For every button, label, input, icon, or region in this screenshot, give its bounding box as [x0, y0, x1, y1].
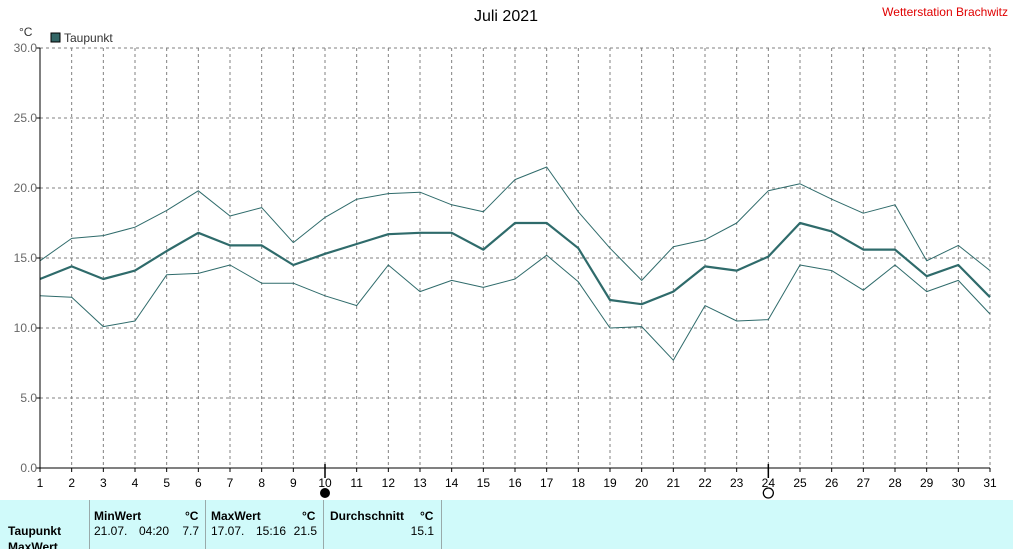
- full-moon-icon: [762, 487, 774, 499]
- stats-divider: [323, 500, 324, 549]
- x-tick-label: 24: [762, 476, 776, 490]
- x-tick-label: 20: [635, 476, 649, 490]
- x-tick-label: 25: [793, 476, 807, 490]
- x-tick-label: 21: [667, 476, 681, 490]
- new-moon-icon: [320, 488, 330, 498]
- max-time: 15:16: [256, 524, 287, 538]
- stats-divider: [205, 500, 206, 549]
- y-tick-label: 25.0: [14, 111, 38, 125]
- stats-row-label-2: MaxWert: [8, 540, 58, 549]
- grid: [40, 47, 991, 468]
- x-tick-label: 11: [350, 476, 363, 490]
- y-tick-label: 0.0: [20, 461, 37, 475]
- station-name: Wetterstation Brachwitz: [882, 5, 1008, 19]
- x-tick-label: 9: [290, 476, 297, 490]
- max-value: 21.5: [293, 524, 317, 538]
- x-tick-label: 19: [603, 476, 617, 490]
- y-tick-label: 20.0: [14, 181, 38, 195]
- avg-unit: °C: [420, 509, 434, 523]
- x-tick-label: 6: [195, 476, 202, 490]
- x-tick-label: 12: [382, 476, 396, 490]
- series-line-min: [39, 254, 991, 361]
- x-tick-label: 23: [730, 476, 744, 490]
- x-tick-label: 22: [698, 476, 712, 490]
- avg-header: Durchschnitt: [330, 509, 405, 523]
- x-tick-label: 15: [477, 476, 491, 490]
- x-tick-label: 10: [318, 476, 332, 490]
- x-tick-label: 5: [163, 476, 170, 490]
- min-date: 21.07.: [94, 524, 128, 538]
- stats-row-label: Taupunkt: [8, 524, 62, 538]
- x-tick-label: 18: [572, 476, 586, 490]
- x-tick-label: 14: [445, 476, 459, 490]
- min-time: 04:20: [139, 524, 170, 538]
- x-ticks: 1 2 3 4 5 6 7 8 9 10 11 12 13 14 15 16 17 18 19 20 21 22 23 24 2…: [37, 468, 997, 490]
- min-unit: °C: [185, 509, 199, 523]
- y-tick-label: 15.0: [14, 251, 38, 265]
- series-line-mean: [39, 221, 991, 306]
- max-date: 17.07.: [211, 524, 245, 538]
- x-tick-label: 27: [857, 476, 871, 490]
- max-unit: °C: [302, 509, 316, 523]
- min-value: 7.7: [182, 524, 199, 538]
- series: [39, 166, 991, 361]
- stats-divider: [441, 500, 442, 549]
- x-tick-label: 2: [68, 476, 75, 490]
- stats-panel: Taupunkt MaxWert MinWert °C 21.07. 04:20…: [0, 500, 1013, 549]
- x-tick-label: 30: [952, 476, 966, 490]
- x-tick-label: 3: [100, 476, 107, 490]
- avg-value: 15.1: [410, 524, 434, 538]
- chart-svg: Juli 2021 Wetterstation Brachwitz °C Tau…: [14, 5, 1008, 499]
- x-tick-label: 13: [413, 476, 427, 490]
- x-tick-label: 28: [888, 476, 902, 490]
- series-line-max: [39, 166, 991, 281]
- x-tick-label: 29: [920, 476, 934, 490]
- chart-title: Juli 2021: [474, 8, 538, 25]
- legend-label: Taupunkt: [64, 31, 113, 45]
- moon-markers: [320, 464, 774, 499]
- x-tick-label: 4: [132, 476, 139, 490]
- y-tick-label: 30.0: [14, 41, 38, 55]
- x-tick-label: 31: [983, 476, 997, 490]
- y-unit-label: °C: [19, 25, 33, 39]
- x-tick-label: 17: [540, 476, 554, 490]
- min-header: MinWert: [94, 509, 142, 523]
- y-tick-label: 10.0: [14, 321, 38, 335]
- stats-divider: [89, 500, 90, 549]
- legend-swatch: [50, 32, 61, 43]
- y-ticks: 0.0 5.0 10.0 15.0 20.0 25.0 30.0: [14, 41, 40, 475]
- x-tick-label: 16: [508, 476, 522, 490]
- x-tick-label: 8: [258, 476, 265, 490]
- x-tick-label: 26: [825, 476, 839, 490]
- y-tick-label: 5.0: [20, 391, 37, 405]
- x-tick-label: 7: [227, 476, 234, 490]
- max-header: MaxWert: [211, 509, 261, 523]
- x-tick-label: 1: [37, 476, 44, 490]
